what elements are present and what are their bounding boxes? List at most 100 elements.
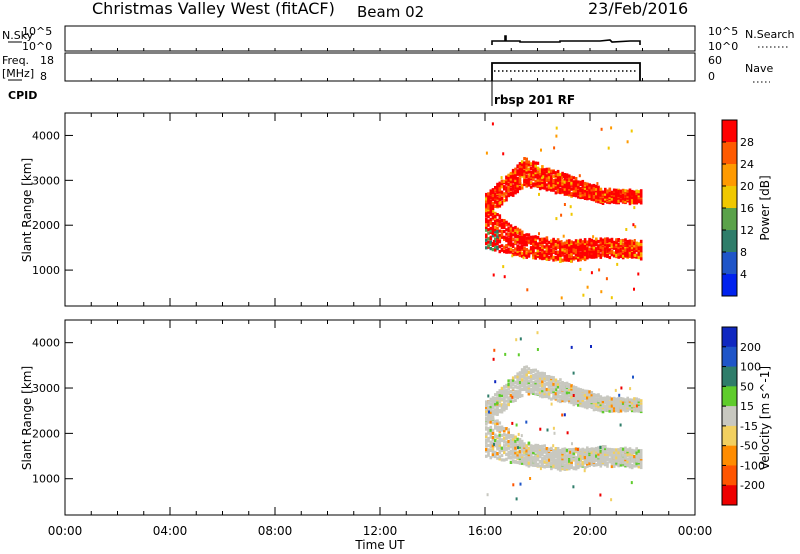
power-echo-cell [608, 248, 612, 252]
velocity-echo-cell [583, 389, 587, 393]
velocity-echo-cell [581, 388, 585, 392]
velocity-echo-cell [554, 461, 558, 466]
power-echo-cell [523, 252, 526, 256]
velocity-colorbar-tick-label: -200 [740, 479, 765, 492]
power-echo-cell [561, 179, 564, 183]
velocity-echo-cell [559, 462, 562, 466]
power-echo-cell [552, 186, 555, 190]
power-echo-cell [523, 237, 526, 241]
velocity-echo-cell [556, 385, 560, 389]
velocity-echo-cell [494, 419, 497, 423]
velocity-echo-cell [503, 396, 506, 401]
power-echo-cell [498, 233, 502, 238]
power-echo-cell [498, 240, 502, 244]
velocity-scatter-point [502, 404, 504, 408]
power-echo-cell [496, 223, 499, 227]
power-echo-cell [518, 180, 522, 184]
velocity-scatter-point [570, 345, 573, 349]
velocity-echo-cell [520, 387, 524, 392]
velocity-echo-cell [604, 406, 607, 410]
freq-right-tick-high: 60 [708, 54, 722, 67]
velocity-echo-cell [633, 457, 636, 461]
power-echo-cell [505, 189, 508, 193]
power-scatter-point [607, 146, 610, 150]
velocity-echo-cell [628, 458, 632, 462]
power-echo-cell [507, 250, 510, 254]
velocity-echo-cell [541, 380, 544, 384]
velocity-scatter-point [493, 410, 496, 414]
velocity-echo-cell [577, 460, 580, 464]
power-echo-cell [583, 243, 587, 247]
velocity-echo-cell [489, 410, 493, 414]
velocity-colorbar-segment [722, 465, 737, 486]
velocity-echo-cell [538, 371, 542, 375]
velocity-echo-cell [500, 406, 504, 410]
power-echo-cell [523, 175, 526, 179]
power-echo-cell [536, 184, 540, 188]
power-echo-cell [538, 240, 542, 245]
velocity-echo-cell [507, 399, 510, 403]
power-echo-cell [523, 169, 526, 173]
power-echo-cell [635, 241, 638, 245]
velocity-echo-cell [498, 389, 502, 393]
power-echo-cell [538, 171, 542, 175]
noise-panel-frame [64, 25, 696, 52]
velocity-echo-cell [590, 403, 594, 407]
velocity-echo-cell [489, 456, 493, 460]
power-echo-cell [592, 241, 596, 245]
velocity-echo-cell [581, 447, 585, 451]
velocity-echo-cell [516, 460, 519, 465]
velocity-echo-cell [590, 460, 594, 464]
power-echo-cell [520, 165, 524, 169]
power-echo-cell [583, 255, 587, 259]
velocity-echo-cell [498, 436, 502, 440]
power-echo-cell [588, 254, 591, 258]
velocity-echo-cell [637, 400, 641, 404]
velocity-echo-cell [581, 398, 585, 402]
power-echo-cell [491, 248, 495, 252]
power-colorbar-tick-label: 8 [740, 246, 747, 259]
velocity-echo-cell [595, 446, 598, 451]
velocity-echo-cell [496, 405, 499, 409]
velocity-echo-cell [561, 381, 564, 385]
power-echo-cell [509, 231, 513, 236]
velocity-echo-cell [545, 387, 549, 392]
velocity-echo-cell [534, 443, 537, 447]
velocity-echo-cell [516, 381, 519, 385]
power-echo-cell [538, 168, 542, 172]
power-echo-cell [489, 201, 493, 205]
power-echo-cell [487, 194, 490, 198]
power-echo-cell [532, 184, 535, 188]
velocity-echo-cell [572, 456, 576, 461]
power-scatter-point [600, 290, 603, 294]
velocity-echo-cell [559, 378, 562, 382]
velocity-echo-cell [518, 394, 522, 398]
velocity-echo-cell [503, 391, 506, 395]
velocity-echo-cell [529, 371, 533, 375]
velocity-echo-cell [543, 456, 546, 461]
power-echo-cell [619, 251, 623, 255]
power-echo-cell [485, 208, 488, 212]
power-echo-cell [570, 246, 573, 250]
velocity-echo-cell [503, 458, 506, 462]
velocity-echo-cell [491, 409, 495, 413]
power-echo-cell [498, 181, 502, 185]
power-echo-cell [518, 253, 522, 258]
power-echo-cell [606, 243, 609, 247]
power-echo-cell [626, 254, 629, 258]
power-echo-cell [559, 178, 562, 182]
power-echo-cell [563, 241, 567, 245]
velocity-scatter-point [515, 497, 518, 501]
velocity-echo-cell [547, 461, 551, 465]
velocity-echo-cell [599, 462, 603, 466]
velocity-colorbar-frame [721, 326, 738, 506]
velocity-echo-cell [487, 436, 490, 441]
velocity-echo-cell [588, 455, 591, 459]
power-echo-cell [601, 241, 605, 245]
power-echo-cell [534, 161, 537, 165]
velocity-echo-cell [503, 427, 506, 431]
power-echo-cell [637, 248, 641, 252]
velocity-echo-cell [511, 393, 515, 397]
velocity-echo-cell [547, 394, 551, 398]
power-echo-cell [610, 244, 614, 248]
